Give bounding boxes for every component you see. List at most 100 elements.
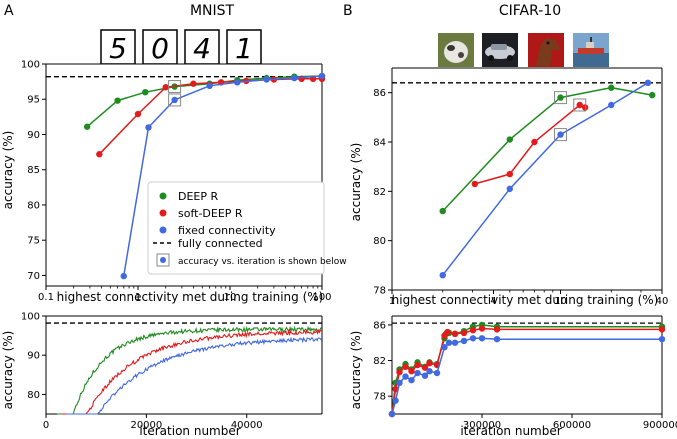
y-tick-label: 78 [373,286,386,297]
data-point-soft-deep-r [471,180,479,188]
x-tick-label: 300000 [463,420,501,431]
cifar-accuracy-vs-iteration-plot: 300000 600000 900000 78 82 86 [373,315,677,431]
legend-marker-fixed [159,226,167,234]
y-tick-label: 100 [21,60,40,71]
x-tick-label: 0.1 [38,292,54,303]
data-point-fixed-connectivity [439,272,446,279]
x-tick-label: 20000 [130,420,162,431]
data-point-fixed-connectivity [402,373,409,380]
data-point-fixed-connectivity [469,335,477,342]
data-point-fixed-connectivity [408,376,415,384]
series-line-soft-deep-r [61,328,322,415]
data-point-fixed-connectivity [414,369,421,377]
data-point-fixed-connectivity [433,369,441,377]
data-point-fixed-connectivity [445,339,453,346]
cifar-top-xlabel: highest connectivity met during training… [392,293,659,307]
legend-label-fixed: fixed connectivity [178,224,276,237]
panel-title-cifar: CIFAR-10 [499,3,561,19]
y-tick-label: 84 [373,138,386,149]
data-point-soft-deep-r [421,364,429,371]
y-tick-label: 86 [373,88,386,99]
highlight-box [168,93,182,107]
data-point-fixed-connectivity [478,335,486,342]
data-point-fixed-connectivity [644,79,652,87]
y-tick-label: 95 [27,95,40,106]
data-point-fixed-connectivity [145,124,152,131]
series-line-soft-deep-r [98,78,322,155]
data-point-soft-deep-r [493,326,501,333]
data-point-soft-deep-r [576,101,583,109]
data-point-soft-deep-r [581,104,589,111]
data-point-fixed-connectivity [171,96,178,104]
data-point-fixed-connectivity [120,272,127,280]
data-point-soft-deep-r [190,80,197,87]
data-point-soft-deep-r [402,363,409,370]
series-line-fixed-connectivity [66,336,323,415]
data-point-fixed-connectivity [451,339,459,346]
x-tick-label: 4 [490,296,496,307]
mnist-top-ylabel: accuracy (%) [1,131,15,210]
data-point-fixed-connectivity [426,368,433,375]
data-point-fixed-connectivity [557,131,564,138]
y-tick-label: 90 [27,130,40,141]
digit-image-frame [226,29,262,65]
data-point-soft-deep-r [506,170,513,178]
data-point-soft-deep-r [298,75,305,83]
x-tick-label: 1 [135,292,141,303]
data-point-fixed-connectivity [263,76,270,83]
data-point-fixed-connectivity [388,410,396,418]
car-thumbnail [482,33,518,67]
digit-image-4: 4 [193,32,211,65]
x-tick-label: 900000 [643,420,677,431]
digit-image-1: 1 [235,32,253,65]
data-point-fixed-connectivity [460,337,468,345]
data-point-soft-deep-r [414,361,421,369]
data-point-deep-r [506,136,513,143]
data-point-deep-r [142,88,149,96]
legend-marker-box-dot [160,257,166,263]
highlight-box [554,91,568,105]
data-point-fixed-connectivity [441,343,448,351]
data-point-soft-deep-r [162,84,169,91]
panel-letter-a: A [4,3,14,19]
data-point-fixed-connectivity [421,372,429,379]
y-tick-label: 82 [373,187,386,198]
horse-thumbnail [528,33,564,67]
data-point-fixed-connectivity [493,335,501,343]
data-point-fixed-connectivity [392,397,399,404]
cifar-top-ylabel: accuracy (%) [349,143,363,222]
y-tick-label: 80 [27,200,40,211]
x-tick-label: 1 [389,296,395,307]
legend-marker-soft-deep-r [159,209,167,217]
data-point-soft-deep-r [469,327,477,334]
series-line-deep-r [57,325,322,415]
series-line-fixed-connectivity [122,75,323,277]
panel-letter-b: B [343,3,353,19]
y-tick-label: 78 [373,392,386,403]
data-point-fixed-connectivity [206,82,213,90]
legend-label-fully-connected: fully connected [178,237,263,250]
y-tick-label: 100 [21,312,40,323]
legend-marker-box [156,253,170,267]
x-tick-label: 0 [43,420,49,431]
plot-area [392,316,662,414]
mnist-bottom-xlabel: iteration number [139,424,240,438]
data-point-fixed-connectivity [608,101,615,109]
data-point-soft-deep-r [451,330,459,338]
legend-label-deep-r: DEEP R [178,190,219,203]
data-point-deep-r [557,94,564,101]
digit-image-0: 0 [151,32,169,65]
mnist-bottom-ylabel: accuracy (%) [1,331,15,410]
data-point-fixed-connectivity [658,335,666,343]
x-tick-label: 10 [554,296,567,307]
data-point-fixed-connectivity [234,79,241,86]
highlight-box [573,98,587,112]
x-tick-label: 40 [656,296,669,307]
data-point-soft-deep-r [460,329,468,337]
ship-thumbnail [573,33,609,67]
panel-title-mnist: MNIST [190,3,235,19]
data-point-soft-deep-r [396,368,403,376]
x-tick-label: 40000 [231,420,263,431]
data-point-soft-deep-r [444,328,451,336]
